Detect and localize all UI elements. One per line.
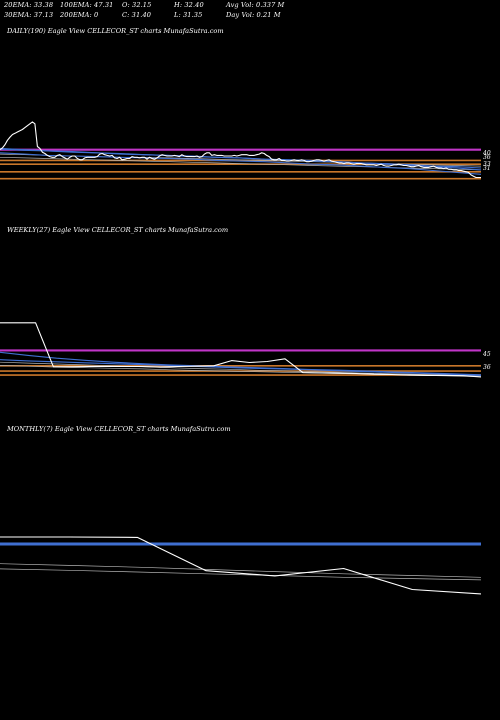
daily-level-label-1: 36 bbox=[483, 154, 491, 161]
daily-chart-title: DAILY(190) Eagle View CELLECOR_ST charts… bbox=[7, 27, 224, 35]
monthly-band-line-1 bbox=[0, 563, 482, 578]
stat-30ema: 30EMA: 37.13 bbox=[4, 11, 54, 19]
stat-day-vol: Day Vol: 0.21 M bbox=[226, 11, 281, 19]
stat-200ema: 200EMA: 0 bbox=[60, 11, 99, 19]
monthly-band-line-2 bbox=[0, 568, 482, 581]
weekly-band-line-3 bbox=[0, 361, 482, 377]
daily-level-label-3: 31 bbox=[483, 165, 491, 172]
stat-close: C: 31.40 bbox=[122, 11, 152, 19]
weekly-level-label-0: 45 bbox=[482, 351, 491, 358]
stat-100ema: 100EMA: 47.31 bbox=[60, 1, 114, 9]
stat-low: L: 31.35 bbox=[174, 11, 203, 19]
daily-ema-line-3 bbox=[0, 147, 482, 169]
weekly-ema-line-1 bbox=[0, 351, 482, 376]
weekly-chart-title: WEEKLY(27) Eagle View CELLECOR_ST charts… bbox=[7, 226, 229, 234]
stat-20ema: 20EMA: 33.38 bbox=[4, 1, 54, 9]
indicator-stats: 20EMA: 33.38 100EMA: 47.31 O: 32.15 H: 3… bbox=[4, 1, 496, 27]
monthly-price-line-0 bbox=[0, 536, 482, 595]
monthly-chart-title: MONTHLY(7) Eagle View CELLECOR_ST charts… bbox=[7, 425, 231, 433]
stat-open: O: 32.15 bbox=[122, 1, 152, 9]
weekly-level-label-1: 36 bbox=[483, 364, 491, 371]
stat-high: H: 32.40 bbox=[174, 1, 204, 9]
weekly-price-line-0 bbox=[0, 322, 482, 378]
daily-level-label-2: 33 bbox=[483, 161, 491, 168]
daily-price-line-0 bbox=[0, 121, 481, 179]
daily-level-label-0: 40 bbox=[482, 150, 491, 157]
stat-avg-vol: Avg Vol: 0.337 M bbox=[226, 1, 285, 9]
weekly-ema-line-2 bbox=[0, 359, 482, 376]
daily-ema-line-1 bbox=[0, 152, 482, 175]
